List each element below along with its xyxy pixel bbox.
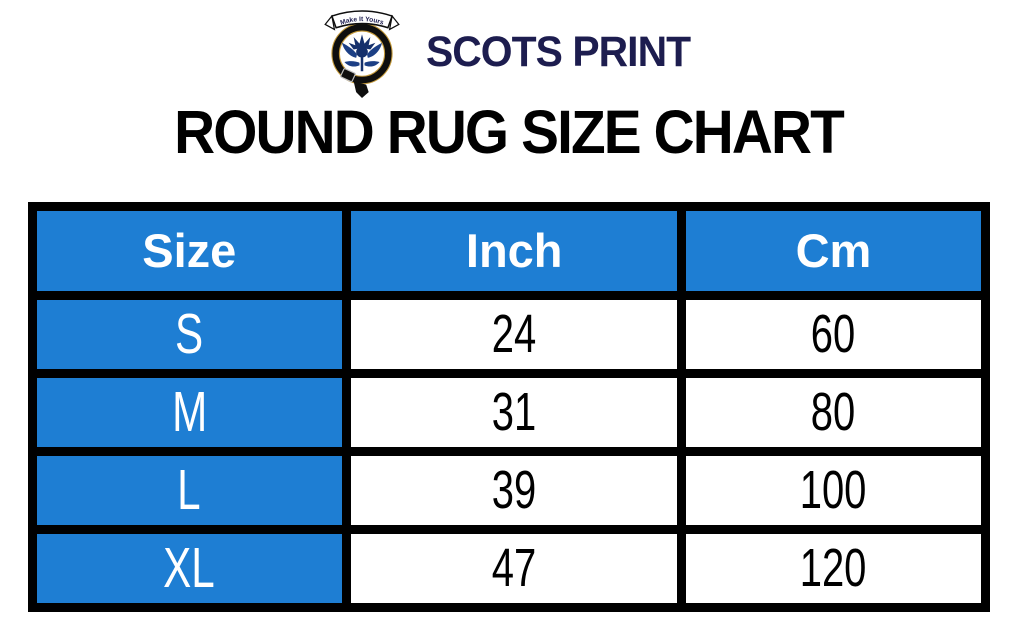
size-cell: S — [27, 290, 351, 378]
clan-crest-badge-icon: Make It Yours — [324, 10, 400, 98]
size-cell: XL — [27, 524, 351, 612]
motto-ribbon: Make It Yours — [324, 10, 400, 31]
logo: Make It Yours SCOTS PRINT — [0, 0, 1017, 98]
column-header-size: Size — [27, 201, 351, 300]
size-cell: M — [27, 368, 351, 456]
page-title: ROUND RUG SIZE CHART — [174, 98, 845, 166]
inch-cell: 31 — [341, 368, 687, 456]
table-row: XL 47 120 — [27, 524, 990, 612]
cm-cell: 100 — [677, 446, 990, 534]
cm-value: 100 — [800, 460, 867, 521]
thistle-icon — [341, 34, 383, 72]
inch-value: 24 — [491, 304, 537, 365]
size-value: S — [175, 301, 204, 366]
cm-cell: 120 — [677, 524, 990, 612]
inch-value: 47 — [491, 538, 537, 599]
inch-cell: 47 — [341, 524, 687, 612]
column-header-inch: Inch — [341, 201, 687, 300]
cm-value: 80 — [811, 382, 856, 443]
cm-value: 120 — [800, 538, 867, 599]
inch-cell: 24 — [341, 290, 687, 378]
inch-value: 31 — [491, 382, 537, 443]
table-header-row: Size Inch Cm — [27, 201, 990, 300]
cm-cell: 60 — [677, 290, 990, 378]
cm-cell: 80 — [677, 368, 990, 456]
column-header-cm: Cm — [677, 201, 990, 300]
size-chart-table: Size Inch Cm S 24 60 M 31 80 L 39 100 — [27, 201, 990, 612]
motto-text: Make It Yours — [339, 16, 384, 27]
table-row: L 39 100 — [27, 446, 990, 534]
size-value: XL — [163, 535, 216, 600]
size-value: M — [171, 379, 207, 444]
table-row: M 31 80 — [27, 368, 990, 456]
inch-cell: 39 — [341, 446, 687, 534]
size-cell: L — [27, 446, 351, 534]
cm-value: 60 — [811, 304, 856, 365]
belt-buckle — [340, 68, 369, 98]
brand-name: SCOTS PRINT — [425, 27, 691, 76]
table-row: S 24 60 — [27, 290, 990, 378]
inch-value: 39 — [491, 460, 537, 521]
size-value: L — [177, 457, 201, 522]
